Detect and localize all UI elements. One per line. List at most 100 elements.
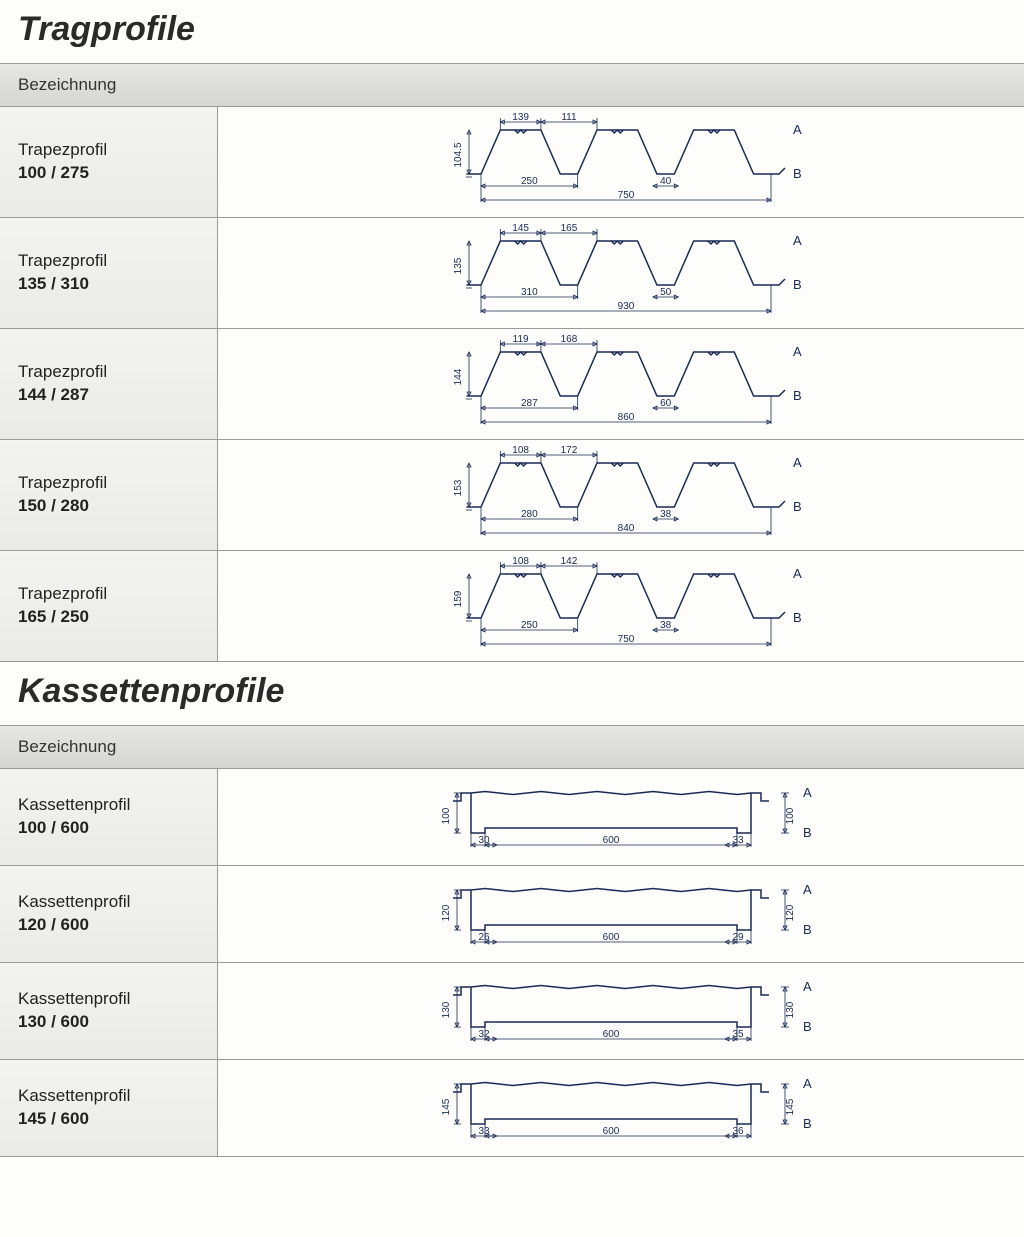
svg-text:130: 130 bbox=[785, 1001, 796, 1018]
section-title: Tragprofile bbox=[0, 0, 1024, 63]
table-header: Bezeichnung bbox=[0, 63, 1024, 107]
svg-text:145: 145 bbox=[785, 1098, 796, 1115]
profile-spec: 150 / 280 bbox=[18, 495, 217, 518]
svg-text:A: A bbox=[803, 1076, 812, 1091]
svg-text:B: B bbox=[803, 1019, 812, 1034]
svg-text:104.5: 104.5 bbox=[453, 142, 464, 167]
svg-text:159: 159 bbox=[453, 590, 464, 607]
svg-text:A: A bbox=[803, 979, 812, 994]
svg-text:A: A bbox=[793, 566, 802, 581]
svg-text:145: 145 bbox=[441, 1098, 452, 1115]
profile-spec: 120 / 600 bbox=[18, 914, 217, 937]
svg-text:38: 38 bbox=[660, 509, 672, 520]
svg-text:930: 930 bbox=[618, 301, 635, 312]
svg-text:142: 142 bbox=[561, 556, 578, 567]
section-title: Kassettenprofile bbox=[0, 662, 1024, 725]
row-label: Kassettenprofil100 / 600 bbox=[0, 769, 218, 865]
svg-text:B: B bbox=[793, 388, 802, 403]
table-row: Kassettenprofil145 / 600 600 33 36 145 1… bbox=[0, 1060, 1024, 1157]
row-label: Trapezprofil135 / 310 bbox=[0, 218, 218, 328]
svg-text:B: B bbox=[793, 610, 802, 625]
svg-text:B: B bbox=[793, 499, 802, 514]
profile-name: Trapezprofil bbox=[18, 139, 217, 162]
svg-text:250: 250 bbox=[521, 176, 538, 187]
svg-text:280: 280 bbox=[521, 509, 538, 520]
svg-text:119: 119 bbox=[513, 334, 529, 345]
profile-diagram: 108 142 250 38 750 159 A B bbox=[218, 551, 1024, 661]
profile-spec: 135 / 310 bbox=[18, 273, 217, 296]
profile-spec: 130 / 600 bbox=[18, 1011, 217, 1034]
profile-spec: 165 / 250 bbox=[18, 606, 217, 629]
svg-text:A: A bbox=[803, 882, 812, 897]
svg-text:144: 144 bbox=[453, 368, 464, 385]
table-row: Kassettenprofil120 / 600 600 26 29 120 1… bbox=[0, 866, 1024, 963]
profile-name: Trapezprofil bbox=[18, 583, 217, 606]
table-row: Trapezprofil150 / 280 108 172 280 38 840… bbox=[0, 440, 1024, 551]
profile-name: Trapezprofil bbox=[18, 361, 217, 384]
header-label: Bezeichnung bbox=[0, 75, 218, 95]
table-row: Trapezprofil144 / 287 119 168 287 60 860… bbox=[0, 329, 1024, 440]
svg-text:B: B bbox=[803, 825, 812, 840]
svg-text:130: 130 bbox=[441, 1001, 452, 1018]
svg-text:172: 172 bbox=[561, 445, 578, 456]
profile-spec: 145 / 600 bbox=[18, 1108, 217, 1131]
svg-text:60: 60 bbox=[660, 398, 672, 409]
svg-text:120: 120 bbox=[785, 904, 796, 921]
profile-diagram: 600 32 35 130 130AB bbox=[218, 963, 1024, 1059]
svg-text:108: 108 bbox=[512, 445, 529, 456]
svg-text:750: 750 bbox=[618, 634, 635, 645]
row-label: Trapezprofil150 / 280 bbox=[0, 440, 218, 550]
row-label: Trapezprofil165 / 250 bbox=[0, 551, 218, 661]
svg-text:29: 29 bbox=[732, 932, 744, 943]
svg-text:310: 310 bbox=[521, 287, 538, 298]
svg-text:111: 111 bbox=[561, 112, 577, 123]
profile-spec: 100 / 600 bbox=[18, 817, 217, 840]
svg-text:145: 145 bbox=[512, 223, 529, 234]
svg-text:287: 287 bbox=[521, 398, 538, 409]
svg-text:120: 120 bbox=[441, 904, 452, 921]
row-label: Trapezprofil100 / 275 bbox=[0, 107, 218, 217]
row-label: Trapezprofil144 / 287 bbox=[0, 329, 218, 439]
svg-text:36: 36 bbox=[732, 1126, 744, 1137]
svg-text:35: 35 bbox=[732, 1029, 744, 1040]
svg-text:33: 33 bbox=[478, 1126, 490, 1137]
svg-text:165: 165 bbox=[561, 223, 578, 234]
svg-text:33: 33 bbox=[732, 835, 744, 846]
table-row: Trapezprofil135 / 310 145 165 310 50 930… bbox=[0, 218, 1024, 329]
profile-diagram: 600 26 29 120 120 A B bbox=[218, 866, 1024, 962]
profile-diagram: 139 111 250 40 750 104.5 AB bbox=[218, 107, 1024, 217]
svg-text:100: 100 bbox=[785, 807, 796, 824]
svg-text:168: 168 bbox=[561, 334, 578, 345]
svg-text:A: A bbox=[793, 344, 802, 359]
profile-spec: 144 / 287 bbox=[18, 384, 217, 407]
svg-text:250: 250 bbox=[521, 620, 538, 631]
svg-text:860: 860 bbox=[618, 412, 635, 423]
row-label: Kassettenprofil130 / 600 bbox=[0, 963, 218, 1059]
svg-text:B: B bbox=[803, 922, 812, 937]
svg-text:108: 108 bbox=[512, 556, 529, 567]
profile-diagram: 600 33 36 145 145 A B bbox=[218, 1060, 1024, 1156]
profile-name: Kassettenprofil bbox=[18, 891, 217, 914]
svg-text:600: 600 bbox=[603, 835, 620, 846]
header-label: Bezeichnung bbox=[0, 737, 218, 757]
profile-name: Kassettenprofil bbox=[18, 1085, 217, 1108]
profile-name: Kassettenprofil bbox=[18, 794, 217, 817]
profile-diagram: 600 30 33 100 100AB bbox=[218, 769, 1024, 865]
svg-text:A: A bbox=[793, 122, 802, 137]
svg-text:840: 840 bbox=[618, 523, 635, 534]
profile-spec: 100 / 275 bbox=[18, 162, 217, 185]
table-header: Bezeichnung bbox=[0, 725, 1024, 769]
svg-text:50: 50 bbox=[660, 287, 672, 298]
svg-text:26: 26 bbox=[478, 932, 490, 943]
svg-text:B: B bbox=[803, 1116, 812, 1131]
table-row: Kassettenprofil100 / 600 600 30 33 100 1… bbox=[0, 769, 1024, 866]
table-row: Trapezprofil165 / 250 108 142 250 38 750… bbox=[0, 551, 1024, 662]
svg-text:A: A bbox=[803, 785, 812, 800]
profile-diagram: 108 172 280 38 840 153 AB bbox=[218, 440, 1024, 550]
svg-text:B: B bbox=[793, 166, 802, 181]
svg-text:750: 750 bbox=[618, 190, 635, 201]
svg-text:600: 600 bbox=[603, 1126, 620, 1137]
svg-text:600: 600 bbox=[603, 932, 620, 943]
svg-text:38: 38 bbox=[660, 620, 672, 631]
svg-text:B: B bbox=[793, 277, 802, 292]
